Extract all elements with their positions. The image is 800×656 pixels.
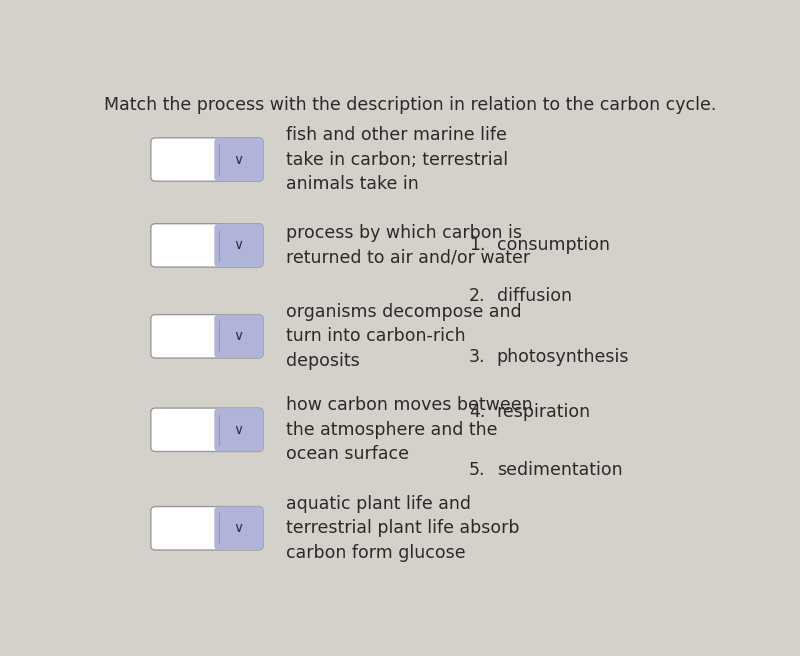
Text: how carbon moves between
the atmosphere and the
ocean surface: how carbon moves between the atmosphere … xyxy=(286,396,533,463)
Text: respiration: respiration xyxy=(497,403,591,421)
Text: ∨: ∨ xyxy=(234,238,244,253)
Text: 2.: 2. xyxy=(469,287,486,305)
Text: diffusion: diffusion xyxy=(497,287,572,305)
Text: photosynthesis: photosynthesis xyxy=(497,348,630,365)
FancyBboxPatch shape xyxy=(214,315,263,358)
FancyBboxPatch shape xyxy=(214,506,263,550)
Text: process by which carbon is
returned to air and/or water: process by which carbon is returned to a… xyxy=(286,224,530,266)
FancyBboxPatch shape xyxy=(214,224,263,267)
Text: organisms decompose and
turn into carbon-rich
deposits: organisms decompose and turn into carbon… xyxy=(286,303,522,369)
Text: ∨: ∨ xyxy=(234,522,244,535)
FancyBboxPatch shape xyxy=(214,138,263,181)
FancyBboxPatch shape xyxy=(151,224,263,267)
Text: ∨: ∨ xyxy=(234,153,244,167)
Text: ∨: ∨ xyxy=(234,329,244,343)
FancyBboxPatch shape xyxy=(151,408,263,451)
Text: 5.: 5. xyxy=(469,461,486,479)
FancyBboxPatch shape xyxy=(214,408,263,451)
Text: 4.: 4. xyxy=(469,403,486,421)
Text: 3.: 3. xyxy=(469,348,486,365)
Text: ∨: ∨ xyxy=(234,422,244,437)
Text: Match the process with the description in relation to the carbon cycle.: Match the process with the description i… xyxy=(104,96,716,114)
Text: aquatic plant life and
terrestrial plant life absorb
carbon form glucose: aquatic plant life and terrestrial plant… xyxy=(286,495,519,562)
Text: 1.: 1. xyxy=(469,236,486,255)
FancyBboxPatch shape xyxy=(151,138,263,181)
FancyBboxPatch shape xyxy=(151,506,263,550)
FancyBboxPatch shape xyxy=(151,315,263,358)
Text: sedimentation: sedimentation xyxy=(497,461,622,479)
Text: fish and other marine life
take in carbon; terrestrial
animals take in: fish and other marine life take in carbo… xyxy=(286,126,508,193)
Text: consumption: consumption xyxy=(497,236,610,255)
